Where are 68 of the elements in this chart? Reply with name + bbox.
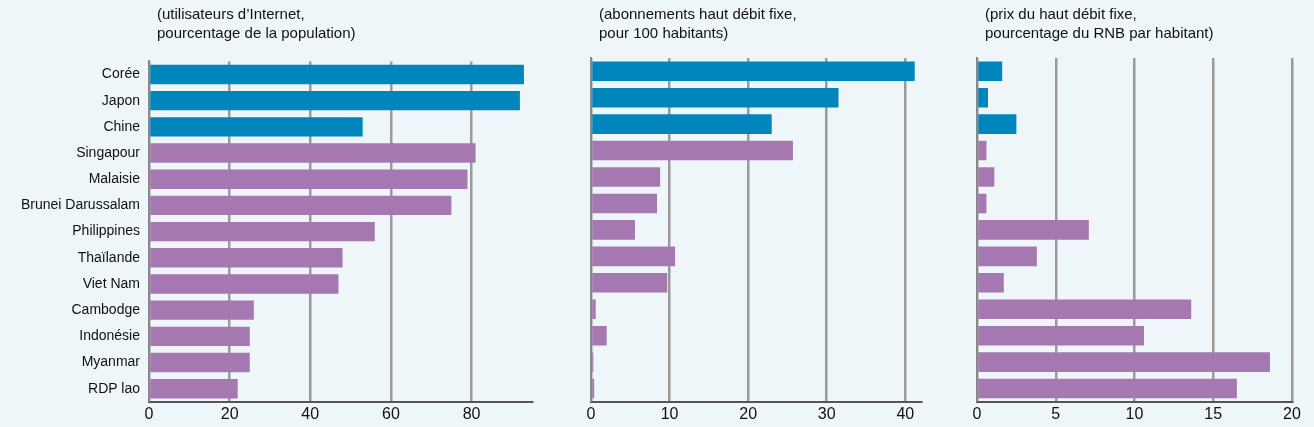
bar (592, 87, 839, 108)
x-tick-label: 30 (817, 404, 836, 422)
bar (150, 300, 254, 320)
chart-title: (prix du haut débit fixe, pourcentage du RNB par habitant) (985, 4, 1215, 42)
bar (150, 274, 339, 294)
y-tick-label: Chine (103, 117, 141, 134)
bar (150, 64, 524, 85)
bar (150, 195, 452, 216)
x-tick-label: 5 (1051, 404, 1061, 422)
chart-title: (abonnements haut débit fixe, pour 100 habitants) (599, 4, 798, 42)
x-tick-label: 40 (896, 404, 915, 422)
bar (978, 299, 1192, 320)
x-tick-label: 60 (382, 404, 400, 422)
x-tick-label: 10 (660, 404, 679, 422)
y-tick-label: RDP lao (88, 379, 141, 396)
bar (150, 143, 476, 163)
bar (978, 167, 995, 187)
bar (592, 273, 668, 293)
y-tick-label: Singapour (76, 143, 141, 160)
bar (978, 140, 987, 161)
x-tick-label: 20 (220, 404, 239, 422)
bar (592, 140, 793, 161)
bar (978, 193, 987, 214)
bar (978, 273, 1004, 293)
x-tick-label: 15 (1204, 404, 1223, 422)
bar (592, 325, 607, 346)
bar (978, 352, 1270, 372)
bar (150, 221, 375, 242)
bar (150, 326, 250, 347)
bar (592, 299, 596, 320)
x-tick-label: 0 (144, 404, 154, 422)
y-tick-label: Japon (101, 91, 140, 108)
x-tick-label: 20 (739, 404, 758, 422)
bar (592, 61, 915, 82)
bar (592, 220, 635, 240)
bar (150, 117, 363, 137)
x-tick-label: 20 (1283, 404, 1301, 422)
x-tick-label: 40 (301, 404, 320, 422)
bar (978, 378, 1237, 399)
bar (592, 193, 657, 214)
bar (150, 379, 238, 399)
bar (592, 246, 676, 267)
bar (150, 169, 468, 189)
y-tick-label: Cambodge (71, 301, 141, 318)
bar (978, 246, 1037, 267)
bar (978, 61, 1003, 82)
bar (978, 87, 989, 108)
y-tick-label: Corée (101, 65, 141, 82)
x-tick-label: 10 (1125, 404, 1144, 422)
y-tick-label: Thaïlande (77, 248, 141, 265)
x-tick-label: 80 (462, 404, 481, 422)
bar (150, 90, 520, 111)
x-tick-label: 0 (586, 404, 596, 422)
bar (150, 248, 343, 268)
y-tick-label: Myanmar (81, 353, 141, 370)
y-tick-label: Philippines (72, 222, 140, 239)
x-tick-label: 0 (972, 404, 982, 422)
y-tick-label: Viet Nam (82, 274, 140, 291)
bar (978, 220, 1089, 240)
y-tick-label: Malaisie (88, 170, 141, 187)
chart-title: (utilisateurs d’Internet, pourcentage de la population) (157, 4, 357, 42)
bar (592, 167, 661, 187)
bar (978, 114, 1017, 134)
bar (150, 352, 250, 373)
bar (978, 325, 1144, 346)
bar (592, 114, 772, 134)
y-tick-label: Brunei Darussalam (20, 196, 140, 213)
y-tick-label: Indonésie (79, 327, 141, 344)
